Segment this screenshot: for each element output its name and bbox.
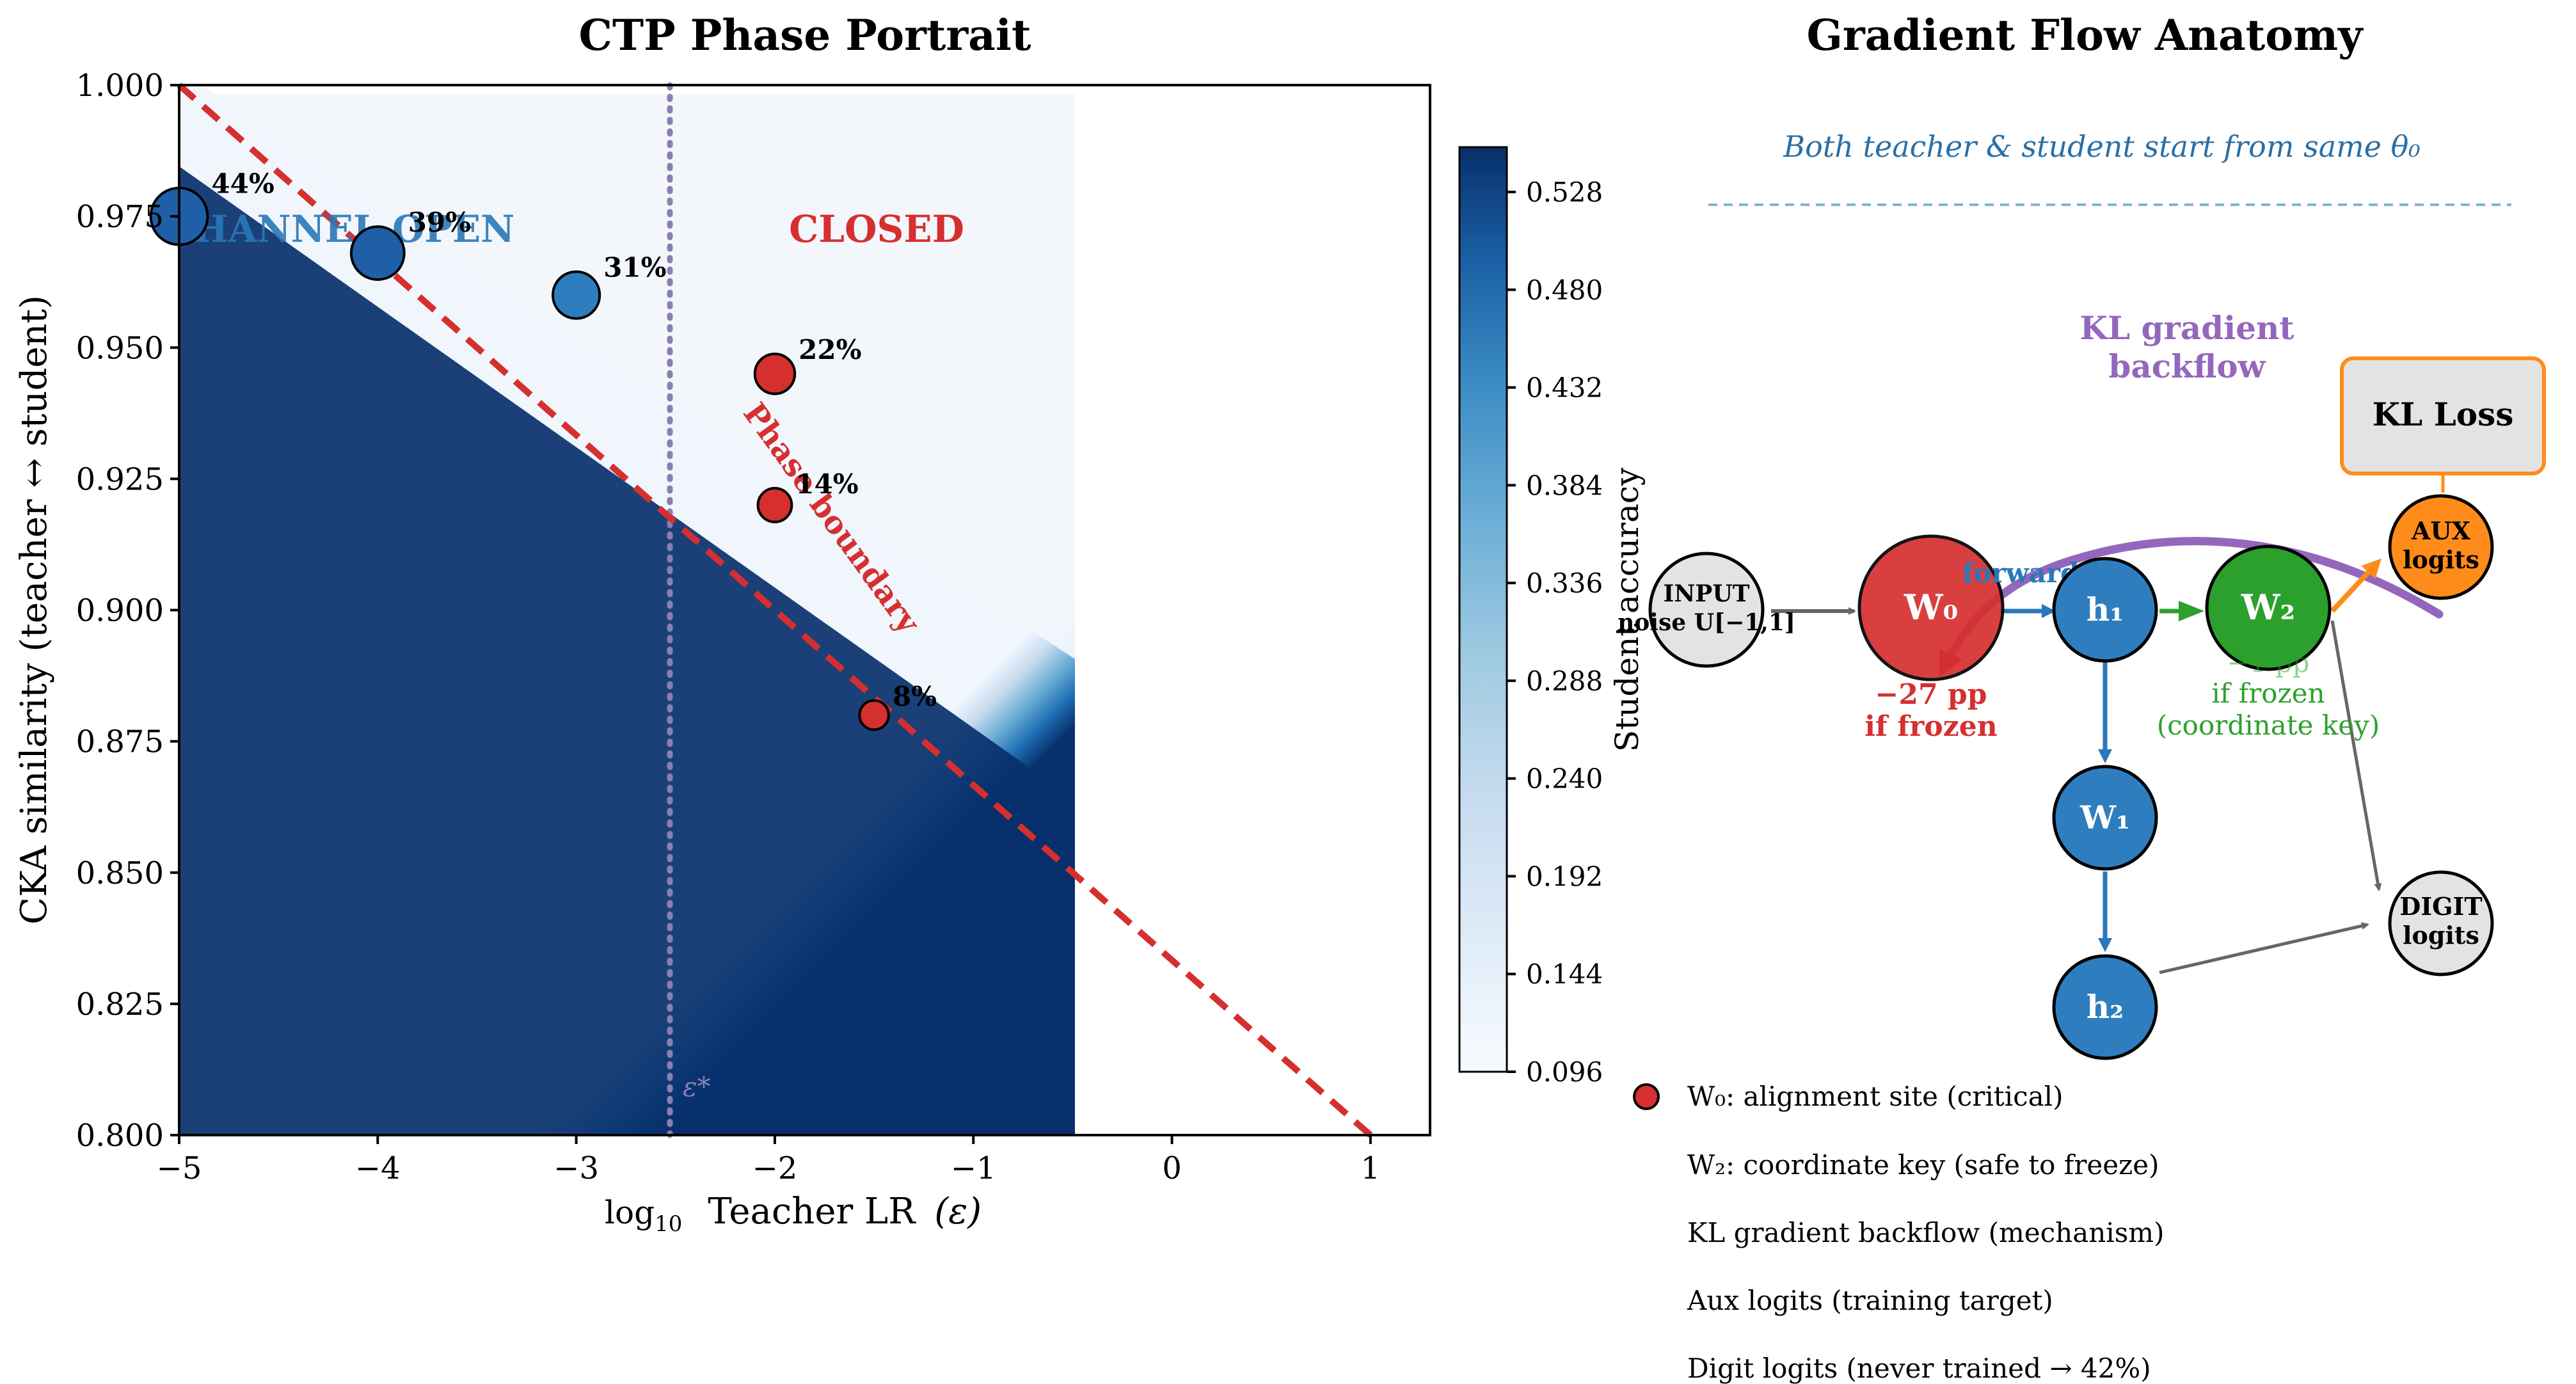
colorbar-label: Student accuracy: [1609, 467, 1646, 752]
input-node-label2: noise U[−1,1]: [1618, 609, 1795, 636]
data-point-label: 31%: [603, 252, 666, 283]
gradient-flow-panel: Gradient Flow Anatomy Both teacher & stu…: [1618, 10, 2546, 1384]
aux-node-label1: AUX: [2411, 516, 2471, 545]
w2-node-label: W₂: [2241, 587, 2295, 628]
colorbar-tick-label: 0.432: [1526, 372, 1603, 404]
w2-note-line2: if frozen: [2211, 678, 2325, 709]
aux-node-label2: logits: [2403, 545, 2479, 574]
colorbar-tick-label: 0.192: [1526, 861, 1603, 892]
x-axis-label-log: log: [605, 1194, 655, 1231]
data-point-label: 44%: [211, 168, 274, 200]
epsilon-star-label: ε*: [683, 1071, 711, 1102]
h1-node: [2052, 557, 2158, 663]
w2-note-line3: (coordinate key): [2157, 710, 2380, 741]
input-node: [1648, 552, 1765, 668]
w0-note-line2: if frozen: [1864, 710, 1997, 743]
colorbar-tick-label: 0.144: [1526, 958, 1603, 990]
x-tick-label: −5: [157, 1150, 202, 1186]
legend-item-aux: Aux logits (training target): [1687, 1285, 2053, 1316]
heatmap-light-region: [179, 85, 1075, 659]
w0-node-label: W₀: [1904, 587, 1958, 628]
input-node-label1: INPUT: [1664, 580, 1750, 607]
y-tick-label: 1.000: [76, 68, 164, 104]
y-axis-label: CKA similarity (teacher ↔ student): [13, 295, 55, 925]
phase-portrait-panel: CTP Phase Portrait ε* CHANNEL OPEN CLOSE…: [13, 10, 1646, 1237]
colorbar-tick-label: 0.240: [1526, 763, 1603, 795]
x-tick-label: −3: [553, 1150, 599, 1186]
digit-node-label1: DIGIT: [2399, 892, 2482, 921]
digit-logits-node: [2388, 870, 2494, 976]
legend-marker-w0: [1633, 1083, 1660, 1110]
y-tick-label: 0.825: [76, 987, 164, 1022]
legend: W₀: alignment site (critical) W₂: coordi…: [1633, 1081, 2165, 1384]
x-tick-label: −2: [752, 1150, 798, 1186]
left-title: CTP Phase Portrait: [579, 10, 1032, 60]
right-title: Gradient Flow Anatomy: [1807, 10, 2364, 60]
x-tick-label: −4: [355, 1150, 401, 1186]
aux-logits-node: [2388, 494, 2494, 600]
data-point-label: 8%: [893, 681, 937, 712]
w2-note-line1: −1 pp: [2227, 647, 2309, 678]
legend-item-w2: W₂: coordinate key (safe to freeze): [1687, 1149, 2159, 1181]
x-axis-label-symbol: (ε): [934, 1191, 982, 1232]
kl-loss-label: KL Loss: [2373, 395, 2514, 433]
x-axis-label-sub: 10: [655, 1211, 682, 1237]
data-point: [753, 353, 797, 395]
y-tick-label: 0.850: [76, 855, 164, 891]
legend-item-w0: W₀: alignment site (critical): [1687, 1081, 2063, 1112]
edge-h2-digit: [2159, 922, 2369, 974]
colorbar-tick-label: 0.096: [1526, 1056, 1603, 1088]
data-point-label: 14%: [795, 468, 858, 500]
colorbar-tick-label: 0.288: [1526, 665, 1603, 697]
y-tick-label: 0.900: [76, 593, 164, 629]
heatmap-dark-region: [179, 166, 1075, 1135]
h2-node: [2052, 954, 2158, 1060]
region-closed-label: CLOSED: [789, 207, 964, 251]
edge-w2-aux: [2330, 558, 2381, 613]
y-tick-label: 0.800: [76, 1118, 164, 1154]
x-axis-label-main: Teacher LR: [708, 1191, 916, 1232]
x-tick-label: 1: [1361, 1150, 1381, 1186]
w1-node: [2052, 765, 2158, 871]
h1-node-label: h₁: [2087, 591, 2124, 628]
data-point: [756, 487, 793, 523]
x-axis-label: log10 Teacher LR (ε): [605, 1191, 982, 1237]
digit-node-label2: logits: [2403, 921, 2479, 950]
y-tick-label: 0.950: [76, 330, 164, 366]
region-open-label: CHANNEL OPEN: [164, 207, 515, 251]
colorbar: [1458, 146, 1508, 1073]
kl-label-line2: backflow: [2108, 347, 2266, 385]
colorbar-tick-label: 0.384: [1526, 470, 1603, 501]
w0-note-line1: −27 pp: [1875, 678, 1987, 711]
colorbar-tick-label: 0.528: [1526, 177, 1603, 208]
y-tick-label: 0.925: [76, 461, 164, 497]
y-tick-label: 0.975: [76, 199, 164, 235]
data-point: [858, 699, 890, 731]
y-tick-label: 0.875: [76, 724, 164, 760]
data-point-label: 39%: [408, 207, 471, 238]
data-point-label: 22%: [799, 334, 861, 365]
h2-node-label: h₂: [2087, 988, 2124, 1026]
kl-label-line1: KL gradient: [2080, 309, 2294, 347]
data-point: [349, 225, 406, 281]
legend-item-kl: KL gradient backflow (mechanism): [1687, 1217, 2165, 1248]
x-tick-label: 0: [1162, 1150, 1182, 1186]
colorbar-tick-label: 0.336: [1526, 568, 1603, 599]
data-point: [552, 270, 601, 320]
instruction-text: Both teacher & student start from same θ…: [1783, 129, 2420, 164]
w2-node: [2205, 545, 2332, 671]
legend-item-digit: Digit logits (never trained → 42%): [1687, 1353, 2151, 1384]
colorbar-tick-label: 0.480: [1526, 274, 1603, 306]
x-tick-label: −1: [951, 1150, 996, 1186]
w0-node: [1857, 534, 2005, 681]
w1-node-label: W₁: [2079, 799, 2130, 836]
edge-w2-digit: [2330, 620, 2382, 891]
